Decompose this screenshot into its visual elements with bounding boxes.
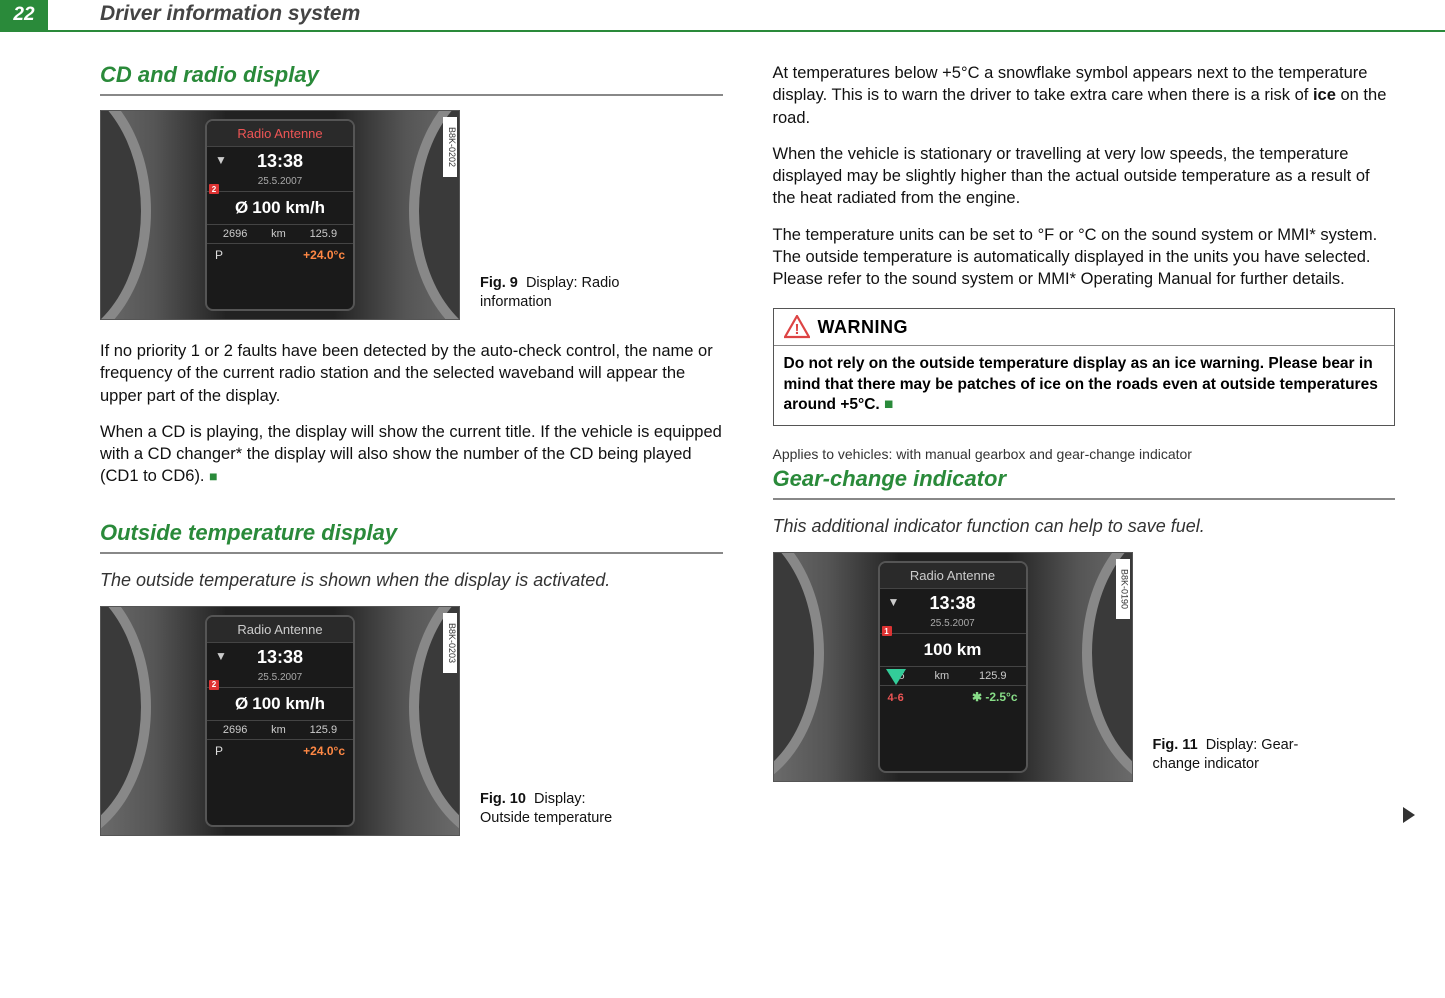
screen-trip-row: 2696 km 125.9 [207, 721, 353, 740]
screen-temp: ✱ -2.5°c [972, 690, 1018, 704]
figure-9-caption: Fig. 9 Display: Radio information [480, 274, 630, 320]
right-p2: When the vehicle is stationary or travel… [773, 143, 1396, 210]
dash-screen: Radio Antenne ▼ 13:38 25.5.2007 1 100 km… [878, 561, 1028, 773]
warning-body: Do not rely on the outside temperature d… [774, 346, 1395, 424]
screen-bottom-row: 4-6 ✱ -2.5°c [880, 686, 1026, 708]
figure-9-row: B8K-0202 Radio Antenne ▼ 13:38 25.5.2007… [100, 110, 723, 320]
screen-trip-row: 6 km 125.9 [880, 667, 1026, 686]
figure-code: B8K-0203 [443, 613, 457, 673]
screen-speed-row: 2 Ø 100 km/h [207, 192, 353, 225]
gear-change-sub: This additional indicator function can h… [773, 514, 1396, 538]
warning-body-text: Do not rely on the outside temperature d… [784, 355, 1378, 412]
screen-date: 25.5.2007 [258, 672, 303, 683]
screen-speed-row: 2 Ø 100 km/h [207, 688, 353, 721]
heading-gear-change: Gear-change indicator [773, 466, 1396, 500]
page-number: 22 [0, 0, 48, 30]
trip-b: 125.9 [310, 228, 338, 240]
warning-title: WARNING [818, 317, 909, 338]
fig-num: Fig. 11 [1153, 737, 1198, 753]
page-title: Driver information system [100, 2, 360, 26]
figure-11-row: B8K-0190 Radio Antenne ▼ 13:38 25.5.2007… [773, 552, 1396, 782]
screen-time: 13:38 [929, 593, 975, 614]
continue-arrow-icon [1403, 807, 1415, 823]
screen-speed: 100 km/h [252, 198, 325, 218]
applies-note: Applies to vehicles: with manual gearbox… [773, 446, 1396, 462]
fig-num: Fig. 9 [480, 275, 518, 291]
outside-temp-sub: The outside temperature is shown when th… [100, 568, 723, 592]
screen-speed: 100 km/h [252, 694, 325, 714]
priority-badge: 1 [882, 626, 892, 636]
screen-temp: +24.0°c [303, 744, 345, 758]
content-columns: CD and radio display B8K-0202 Radio Ante… [0, 32, 1445, 856]
gauge-left [100, 606, 151, 836]
page-header: 22 Driver information system [0, 0, 1445, 32]
figure-10-row: B8K-0203 Radio Antenne ▼ 13:38 25.5.2007… [100, 606, 723, 836]
trip-unit: km [271, 724, 286, 736]
screen-title: Radio Antenne [207, 617, 353, 643]
cd-radio-p1: If no priority 1 or 2 faults have been d… [100, 340, 723, 407]
trip-unit: km [271, 228, 286, 240]
figure-11-caption: Fig. 11 Display: Gear-change indicator [1153, 736, 1303, 782]
warning-header: ! WARNING [774, 309, 1395, 346]
screen-time-row: ▼ 13:38 25.5.2007 [880, 589, 1026, 634]
fig-num: Fig. 10 [480, 791, 526, 807]
gear-arrow-icon [886, 669, 906, 685]
priority-badge: 2 [209, 680, 219, 690]
figure-9-image: B8K-0202 Radio Antenne ▼ 13:38 25.5.2007… [100, 110, 460, 320]
figure-10-caption: Fig. 10 Display: Outside temperature [480, 790, 630, 836]
gauge-left [100, 110, 151, 320]
figure-code: B8K-0202 [443, 117, 457, 177]
trip-unit: km [934, 670, 949, 682]
screen-title: Radio Antenne [207, 121, 353, 147]
end-mark-icon: ■ [209, 468, 217, 484]
priority-badge: 2 [209, 184, 219, 194]
screen-speed-row: 1 100 km [880, 634, 1026, 667]
signal-icon: ▼ [215, 153, 227, 167]
dash-screen: Radio Antenne ▼ 13:38 25.5.2007 2 Ø 100 … [205, 119, 355, 311]
screen-date: 25.5.2007 [930, 618, 975, 629]
screen-time-row: ▼ 13:38 25.5.2007 [207, 643, 353, 688]
warning-box: ! WARNING Do not rely on the outside tem… [773, 308, 1396, 425]
heading-outside-temp: Outside temperature display [100, 520, 723, 554]
signal-icon: ▼ [215, 649, 227, 663]
gear-shift: 4-6 [888, 690, 904, 704]
gauge-left [773, 552, 824, 782]
figure-11-image: B8K-0190 Radio Antenne ▼ 13:38 25.5.2007… [773, 552, 1133, 782]
screen-trip-row: 2696 km 125.9 [207, 225, 353, 244]
screen-gear: P [215, 248, 223, 262]
figure-10-image: B8K-0203 Radio Antenne ▼ 13:38 25.5.2007… [100, 606, 460, 836]
right-p1a: At temperatures below +5°C a snowflake s… [773, 64, 1368, 104]
dash-screen: Radio Antenne ▼ 13:38 25.5.2007 2 Ø 100 … [205, 615, 355, 827]
heading-cd-radio: CD and radio display [100, 62, 723, 96]
cd-radio-p2: When a CD is playing, the display will s… [100, 421, 723, 488]
trip-a: 2696 [223, 724, 247, 736]
right-p3: The temperature units can be set to °F o… [773, 224, 1396, 291]
screen-time-row: ▼ 13:38 25.5.2007 [207, 147, 353, 192]
gear-to: 6 [898, 692, 904, 704]
avg-icon: Ø [235, 198, 248, 218]
cd-radio-p2-text: When a CD is playing, the display will s… [100, 423, 722, 486]
trip-b: 125.9 [979, 670, 1007, 682]
left-column: CD and radio display B8K-0202 Radio Ante… [100, 62, 723, 856]
screen-bottom-row: P +24.0°c [207, 740, 353, 762]
right-column: At temperatures below +5°C a snowflake s… [773, 62, 1396, 856]
screen-gear: P [215, 744, 223, 758]
warning-icon: ! [784, 315, 810, 339]
right-p1b: ice [1313, 86, 1336, 104]
screen-title: Radio Antenne [880, 563, 1026, 589]
screen-time: 13:38 [257, 647, 303, 668]
avg-icon: Ø [235, 694, 248, 714]
screen-temp: +24.0°c [303, 248, 345, 262]
screen-speed: 100 km [924, 640, 982, 660]
trip-b: 125.9 [310, 724, 338, 736]
trip-a: 2696 [223, 228, 247, 240]
svg-text:!: ! [794, 321, 799, 338]
screen-bottom-row: P +24.0°c [207, 244, 353, 266]
screen-date: 25.5.2007 [258, 176, 303, 187]
end-mark-icon: ■ [884, 396, 893, 413]
figure-code: B8K-0190 [1116, 559, 1130, 619]
signal-icon: ▼ [888, 595, 900, 609]
right-p1: At temperatures below +5°C a snowflake s… [773, 62, 1396, 129]
screen-time: 13:38 [257, 151, 303, 172]
